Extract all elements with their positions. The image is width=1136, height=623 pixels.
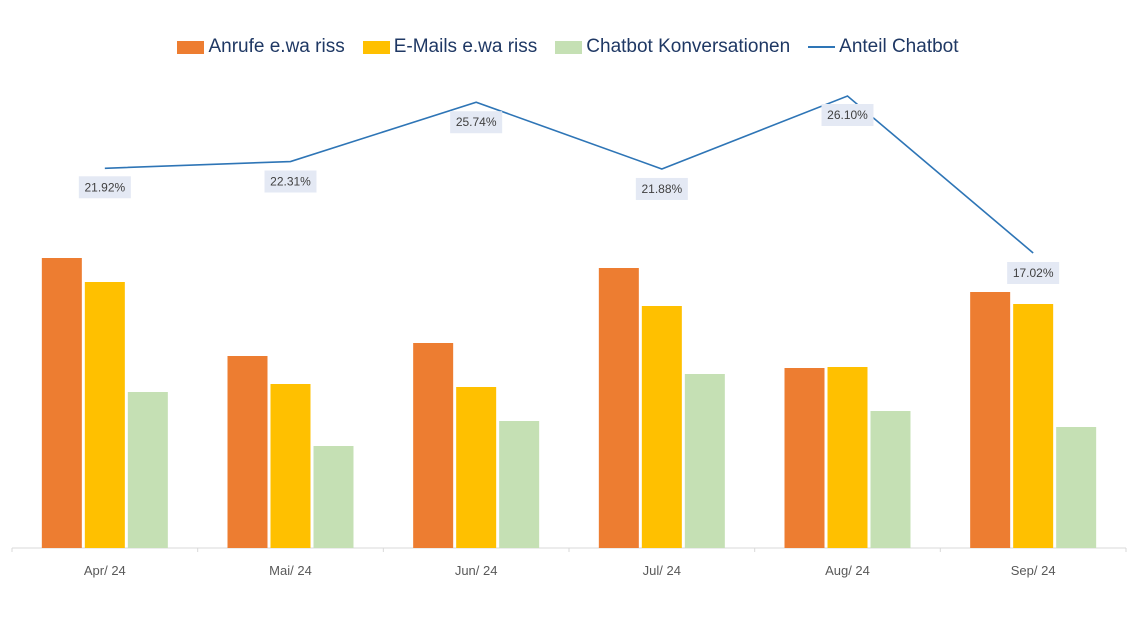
legend-item-anrufe: Anrufe e.wa riss <box>177 36 345 58</box>
x-tick-label: Jun/ 24 <box>455 563 498 578</box>
line-data-label: 21.88% <box>641 182 682 196</box>
bar-chatbot <box>127 392 168 548</box>
legend-swatch-anteil <box>808 46 836 48</box>
line-data-label: 25.74% <box>456 115 497 129</box>
line-data-label: 26.10% <box>827 108 868 122</box>
x-tick-label: Mai/ 24 <box>269 563 312 578</box>
line-data-label-box <box>264 170 317 193</box>
bar-chatbot <box>499 421 540 548</box>
legend-label-anrufe: Anrufe e.wa riss <box>208 36 345 57</box>
line-anteil-chatbot <box>104 95 1034 254</box>
bar-emails <box>456 387 497 548</box>
bar-emails <box>270 384 311 548</box>
legend-label-chatbot: Chatbot Konversationen <box>586 36 791 57</box>
x-tick-label: Apr/ 24 <box>84 563 126 578</box>
line-data-label-box <box>821 104 874 126</box>
bar-anrufe <box>413 343 454 548</box>
legend-item-emails: E-Mails e.wa riss <box>362 36 538 58</box>
bar-emails <box>827 367 868 548</box>
legend-swatch-anrufe <box>177 40 205 54</box>
bar-anrufe <box>970 292 1011 548</box>
legend-swatch-emails <box>362 40 390 54</box>
x-tick-label: Jul/ 24 <box>643 563 681 578</box>
bar-emails <box>641 306 682 548</box>
x-tick-label: Sep/ 24 <box>1011 563 1056 578</box>
line-data-label-box <box>1007 262 1060 284</box>
bar-chatbot <box>1056 427 1097 548</box>
line-data-label-box <box>78 176 131 199</box>
legend-item-chatbot: Chatbot Konversationen <box>555 36 790 58</box>
line-data-label-box <box>450 111 503 134</box>
legend-label-anteil: Anteil Chatbot <box>839 36 959 57</box>
chart-legend: Anrufe e.wa riss E-Mails e.wa riss Chatb… <box>0 36 1136 58</box>
bar-chatbot <box>870 411 911 548</box>
x-tick-label: Aug/ 24 <box>825 563 870 578</box>
legend-item-anteil: Anteil Chatbot <box>808 36 959 58</box>
bar-anrufe <box>41 258 82 548</box>
bar-anrufe <box>598 268 639 548</box>
bar-emails <box>1013 304 1054 548</box>
legend-label-emails: E-Mails e.wa riss <box>393 36 538 57</box>
bar-anrufe <box>227 356 268 548</box>
line-data-label: 21.92% <box>84 180 125 194</box>
bar-emails <box>84 282 125 548</box>
bar-chatbot <box>313 446 354 548</box>
line-data-label-box <box>635 177 688 200</box>
line-data-label: 22.31% <box>270 175 311 189</box>
bar-chatbot <box>684 374 725 548</box>
line-data-label: 17.02% <box>1013 266 1054 280</box>
bar-anrufe <box>784 368 825 548</box>
legend-swatch-chatbot <box>555 40 583 54</box>
